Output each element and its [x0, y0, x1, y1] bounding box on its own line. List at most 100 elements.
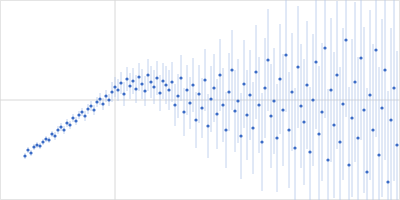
error-bar — [310, 87, 311, 200]
data-point — [254, 70, 257, 73]
data-point — [71, 116, 74, 119]
data-point — [335, 73, 338, 76]
data-point — [302, 120, 305, 123]
data-point — [23, 154, 26, 157]
data-point — [161, 79, 164, 82]
data-point — [98, 97, 101, 100]
data-point — [203, 78, 206, 81]
data-point — [113, 85, 116, 88]
data-point — [245, 113, 248, 116]
data-point — [101, 102, 104, 105]
data-point — [194, 118, 197, 121]
error-bar — [358, 57, 359, 200]
data-point — [134, 87, 137, 90]
data-point — [104, 94, 107, 97]
data-point — [182, 110, 185, 113]
data-point — [125, 77, 128, 80]
data-point — [332, 123, 335, 126]
data-point — [92, 108, 95, 111]
error-bar — [367, 88, 368, 200]
data-point — [137, 75, 140, 78]
data-point — [188, 101, 191, 104]
data-point — [86, 107, 89, 110]
data-point — [89, 104, 92, 107]
data-point — [233, 109, 236, 112]
data-point — [149, 80, 152, 83]
data-point — [296, 65, 299, 68]
data-point — [164, 83, 167, 86]
data-point — [209, 97, 212, 100]
data-point — [338, 140, 341, 143]
data-point — [146, 73, 149, 76]
data-point — [38, 144, 41, 147]
data-point — [170, 80, 173, 83]
data-point — [221, 103, 224, 106]
data-point — [95, 100, 98, 103]
data-point — [383, 68, 386, 71]
data-point — [380, 106, 383, 109]
data-point — [386, 180, 389, 183]
data-point — [119, 81, 122, 84]
data-point — [395, 143, 398, 146]
data-point — [242, 82, 245, 85]
data-point — [317, 132, 320, 135]
data-point — [389, 118, 392, 121]
data-point — [143, 89, 146, 92]
data-point — [107, 98, 110, 101]
data-point — [41, 140, 44, 143]
data-point — [374, 48, 377, 51]
data-point — [47, 138, 50, 141]
data-point — [173, 103, 176, 106]
data-point — [218, 73, 221, 76]
data-point — [323, 46, 326, 49]
data-point — [32, 145, 35, 148]
data-point — [191, 83, 194, 86]
data-point — [311, 98, 314, 101]
data-point — [329, 88, 332, 91]
data-point — [59, 125, 62, 128]
data-point — [347, 163, 350, 166]
data-point — [152, 85, 155, 88]
data-point — [224, 128, 227, 131]
data-point — [236, 99, 239, 102]
data-point — [287, 128, 290, 131]
data-point — [74, 119, 77, 122]
error-bar — [346, 0, 347, 117]
data-point — [368, 93, 371, 96]
error-bar — [379, 67, 380, 200]
data-point — [251, 126, 254, 129]
data-point — [35, 143, 38, 146]
data-point — [266, 58, 269, 61]
data-point — [263, 86, 266, 89]
data-point — [116, 88, 119, 91]
data-point — [371, 128, 374, 131]
data-point — [269, 114, 272, 117]
data-point — [185, 88, 188, 91]
data-point — [77, 113, 80, 116]
error-bar — [376, 0, 377, 137]
data-point — [275, 136, 278, 139]
error-bar — [361, 0, 362, 140]
data-point — [299, 104, 302, 107]
chart — [0, 0, 400, 200]
error-bar — [328, 89, 329, 200]
data-point — [239, 134, 242, 137]
data-point — [62, 128, 65, 131]
data-point — [197, 92, 200, 95]
data-point — [281, 108, 284, 111]
data-point — [230, 68, 233, 71]
data-point — [158, 91, 161, 94]
data-point — [350, 116, 353, 119]
data-point — [293, 146, 296, 149]
data-point — [83, 114, 86, 117]
error-bar — [295, 88, 296, 200]
data-point — [212, 86, 215, 89]
data-point — [326, 158, 329, 161]
data-point — [179, 76, 182, 79]
error-bar — [391, 28, 392, 200]
data-point — [356, 136, 359, 139]
data-point — [257, 103, 260, 106]
data-point — [80, 110, 83, 113]
data-point — [215, 112, 218, 115]
data-point — [392, 86, 395, 89]
